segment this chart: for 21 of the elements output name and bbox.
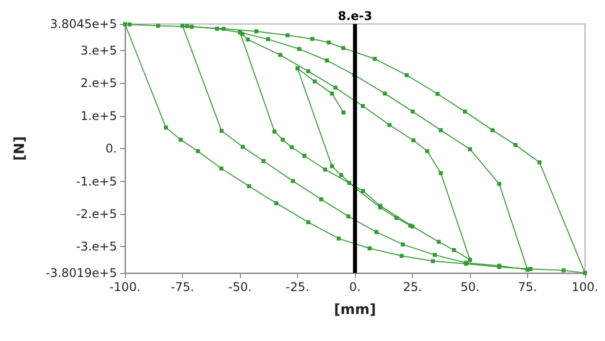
x-tick-label: 100. <box>572 280 598 294</box>
x-tick-label: 50. <box>460 280 480 294</box>
y-tick-label: -2.e+5 <box>76 207 117 222</box>
y-tick-label: 3.e+5 <box>80 43 117 58</box>
x-tick-label: -75. <box>170 280 194 294</box>
y-tick-label: -1.e+5 <box>76 174 117 188</box>
y-tick-label: 2.e+5 <box>80 76 117 90</box>
x-tick-label: 0. <box>349 280 361 294</box>
y-tick-label: 0. <box>106 142 117 156</box>
x-tick-label: 75. <box>518 280 538 294</box>
y-tick-label: 3.8045e+5 <box>50 17 117 31</box>
x-axis-title: [mm] <box>334 302 376 318</box>
y-tick-label: -3.e+5 <box>76 240 117 254</box>
x-tick-label: 25. <box>402 280 422 294</box>
ref-line-label: 8.e-3 <box>338 9 372 23</box>
x-tick-label: -25. <box>286 280 310 294</box>
x-tick-label: -50. <box>228 280 252 294</box>
y-axis-title: [N] <box>12 136 28 161</box>
y-tick-label: -3.8019e+5 <box>46 266 117 280</box>
x-tick-label: -100. <box>109 280 141 294</box>
y-tick-label: 1.e+5 <box>80 108 117 123</box>
